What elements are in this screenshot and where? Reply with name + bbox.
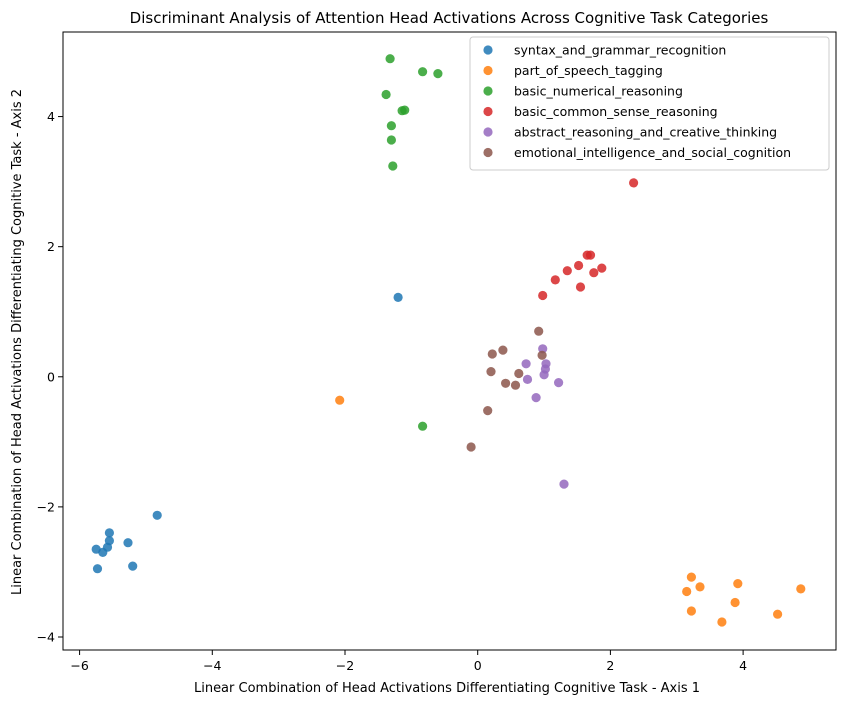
series-basic-common-sense-reasoning	[538, 178, 639, 301]
y-axis-label: Linear Combination of Head Activations D…	[10, 89, 25, 595]
data-point	[562, 266, 572, 276]
series-abstract-reasoning-and-creative-thinking	[521, 344, 569, 489]
data-point	[381, 89, 391, 100]
legend-label: emotional_intelligence_and_social_cognit…	[514, 145, 791, 160]
legend-label: part_of_speech_tagging	[514, 63, 663, 78]
plot-frame	[62, 31, 837, 651]
data-point	[123, 538, 133, 548]
data-point	[486, 367, 496, 377]
data-point	[385, 54, 395, 64]
x-axis-label: Linear Combination of Head Activations D…	[194, 681, 700, 696]
x-tick-label: −4	[203, 658, 221, 673]
data-point	[730, 597, 740, 608]
series-syntax-and-grammar-recognition	[91, 292, 403, 574]
data-point	[418, 67, 428, 77]
data-point	[717, 617, 727, 627]
data-point	[559, 479, 569, 489]
data-point	[695, 582, 705, 592]
x-tick-label: 0	[474, 658, 482, 673]
data-point	[104, 536, 114, 546]
data-point	[128, 561, 138, 571]
data-point	[152, 510, 162, 520]
data-point	[92, 564, 103, 574]
data-point	[554, 378, 564, 388]
data-point	[521, 359, 531, 369]
data-point	[104, 528, 114, 538]
data-point	[498, 345, 508, 355]
data-point	[531, 393, 541, 403]
legend-marker	[483, 106, 493, 117]
data-point	[466, 442, 476, 452]
legend-marker	[483, 127, 493, 137]
y-tick-label: −2	[37, 499, 55, 514]
data-point	[796, 584, 806, 594]
data-point	[575, 282, 586, 292]
legend-label: basic_numerical_reasoning	[514, 84, 683, 99]
data-point	[538, 290, 548, 301]
data-point	[522, 374, 533, 384]
data-point	[629, 178, 639, 188]
legend: syntax_and_grammar_recognition part_of_sp…	[469, 36, 830, 171]
x-tick-label: 4	[739, 658, 747, 673]
legend-marker	[483, 65, 493, 76]
data-point	[686, 572, 697, 582]
chart-title: Discriminant Analysis of Attention Head …	[130, 9, 769, 27]
data-point	[597, 263, 607, 273]
data-point	[537, 350, 547, 360]
data-point	[393, 292, 403, 302]
x-tick-label: −6	[70, 658, 88, 673]
legend-box	[469, 36, 830, 171]
legend-marker	[483, 86, 493, 96]
data-point	[585, 250, 596, 260]
data-point	[574, 260, 584, 271]
data-point	[335, 395, 345, 405]
data-point	[501, 378, 511, 388]
data-point	[682, 586, 692, 597]
legend-label: basic_common_sense_reasoning	[514, 104, 718, 119]
data-point	[773, 609, 783, 619]
data-point	[400, 105, 410, 115]
y-tick-label: 0	[47, 369, 55, 384]
x-tick-label: 2	[606, 658, 614, 673]
data-point	[433, 69, 443, 79]
data-point	[686, 606, 697, 616]
data-point	[514, 368, 524, 379]
data-point	[510, 380, 521, 390]
data-point	[534, 326, 544, 336]
data-point	[388, 161, 398, 171]
x-axis-ticks: −6 −4 −2 0 2 4	[70, 650, 747, 673]
y-tick-label: 2	[47, 239, 55, 254]
data-point	[733, 579, 743, 589]
data-point	[550, 275, 560, 285]
points-layer	[91, 54, 806, 627]
y-tick-label: 4	[47, 109, 55, 124]
data-point	[541, 359, 551, 369]
data-point	[386, 121, 396, 131]
series-basic-numerical-reasoning	[381, 54, 443, 431]
x-tick-label: −2	[336, 658, 354, 673]
y-axis-ticks: −4 −2 0 2 4	[37, 109, 63, 644]
legend-marker	[483, 45, 493, 55]
series-emotional-intelligence-and-social-cognition	[466, 326, 547, 452]
legend-marker	[483, 147, 493, 158]
legend-items: syntax_and_grammar_recognition part_of_sp…	[483, 43, 791, 160]
legend-label: syntax_and_grammar_recognition	[514, 43, 726, 58]
series-part-of-speech-tagging	[335, 395, 806, 627]
data-point	[487, 349, 497, 359]
data-point	[589, 268, 599, 278]
data-point	[418, 421, 428, 431]
y-tick-label: −4	[37, 629, 55, 644]
data-point	[483, 406, 493, 416]
data-point	[386, 135, 396, 145]
legend-label: abstract_reasoning_and_creative_thinking	[514, 125, 777, 140]
